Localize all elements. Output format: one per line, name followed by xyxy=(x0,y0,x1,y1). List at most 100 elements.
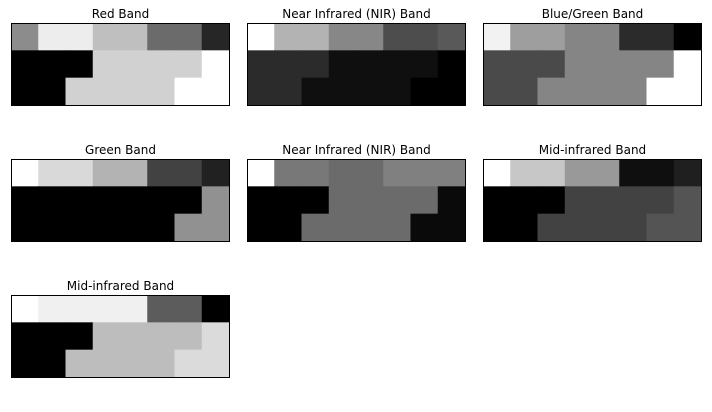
heatmap-cell xyxy=(201,349,230,378)
heatmap-cell xyxy=(147,159,176,187)
heatmap-cell xyxy=(38,349,67,378)
heatmap-cell xyxy=(383,50,412,79)
heatmap-cell xyxy=(673,23,702,51)
heatmap-cell xyxy=(673,213,702,242)
heatmap-cell xyxy=(147,50,176,79)
heatmap-cell xyxy=(483,77,511,106)
panel-title: Blue/Green Band xyxy=(542,7,644,21)
heatmap-cell xyxy=(65,213,94,242)
heatmap-cell xyxy=(201,23,230,51)
heatmap-cell xyxy=(65,349,94,378)
heatmap-cell xyxy=(510,213,539,242)
heatmap-cell xyxy=(11,349,39,378)
heatmap-cell xyxy=(92,295,121,323)
heatmap-cell xyxy=(537,23,566,51)
heatmap-cell xyxy=(483,159,511,187)
heatmap-cell xyxy=(92,159,121,187)
heatmap-cell xyxy=(328,186,357,215)
heatmap-cell xyxy=(92,77,121,106)
heatmap-cell xyxy=(120,349,148,378)
heatmap-cell xyxy=(301,50,330,79)
heatmap-cell xyxy=(92,213,121,242)
heatmap-cell xyxy=(483,23,511,51)
heatmap-cell xyxy=(537,50,566,79)
heatmap-cell xyxy=(592,213,620,242)
heatmap-cell xyxy=(592,186,620,215)
heatmap-cell xyxy=(247,186,275,215)
heatmap-cell xyxy=(174,77,203,106)
heatmap-cell xyxy=(646,77,675,106)
heatmap-cell xyxy=(483,50,511,79)
heatmap-cell xyxy=(383,186,412,215)
heatmap-cell xyxy=(147,23,176,51)
heatmap-cell xyxy=(120,295,148,323)
heatmap-cell xyxy=(510,23,539,51)
heatmap-cell xyxy=(11,322,39,351)
panel-title: Near Infrared (NIR) Band xyxy=(282,7,430,21)
heatmap-cell xyxy=(120,77,148,106)
heatmap-cell xyxy=(174,322,203,351)
heatmap-cells xyxy=(11,159,230,242)
plot-frame xyxy=(247,159,466,242)
heatmap-cell xyxy=(65,322,94,351)
heatmap-cell xyxy=(510,186,539,215)
heatmap-cell xyxy=(120,322,148,351)
heatmap-cells xyxy=(247,23,466,106)
heatmap-cell xyxy=(437,23,466,51)
heatmap-cell xyxy=(201,159,230,187)
heatmap-cell xyxy=(174,295,203,323)
heatmap-cell xyxy=(301,159,330,187)
plot-frame xyxy=(11,159,230,242)
heatmap-cell xyxy=(65,295,94,323)
heatmap-cell xyxy=(120,186,148,215)
heatmap-cell xyxy=(328,159,357,187)
heatmap-cell xyxy=(564,23,593,51)
heatmap-cell xyxy=(592,77,620,106)
heatmap-cell xyxy=(437,213,466,242)
heatmap-cell xyxy=(328,23,357,51)
heatmap-cell xyxy=(174,186,203,215)
heatmap-cell xyxy=(11,77,39,106)
heatmap-cell xyxy=(38,213,67,242)
heatmap-cell xyxy=(383,213,412,242)
heatmap-cell xyxy=(120,23,148,51)
heatmap-cell xyxy=(646,50,675,79)
panel-title: Mid-infrared Band xyxy=(67,279,174,293)
heatmap-cell xyxy=(247,213,275,242)
heatmap-cell xyxy=(38,186,67,215)
heatmap-cells xyxy=(11,295,230,378)
heatmap-cell xyxy=(274,50,303,79)
heatmap-cell xyxy=(11,186,39,215)
heatmap-cell xyxy=(147,213,176,242)
heatmap-cell xyxy=(301,77,330,106)
heatmap-cell xyxy=(437,77,466,106)
heatmap-cell xyxy=(174,213,203,242)
heatmap-cell xyxy=(274,186,303,215)
heatmap-cell xyxy=(147,349,176,378)
heatmap-cell xyxy=(356,213,384,242)
plot-frame xyxy=(11,23,230,106)
heatmap-cell xyxy=(120,159,148,187)
heatmap-cell xyxy=(92,322,121,351)
panel-nir-band-2: Near Infrared (NIR) Band xyxy=(247,143,466,242)
heatmap-cell xyxy=(537,159,566,187)
heatmap-cell xyxy=(356,159,384,187)
heatmap-cell xyxy=(510,159,539,187)
heatmap-cell xyxy=(65,23,94,51)
heatmap-cell xyxy=(65,50,94,79)
heatmap-cell xyxy=(437,186,466,215)
heatmap-cell xyxy=(38,295,67,323)
heatmap-cells xyxy=(483,159,702,242)
panel-mid-infrared-band-2: Mid-infrared Band xyxy=(11,279,230,378)
heatmap-cell xyxy=(92,349,121,378)
heatmap-cell xyxy=(11,50,39,79)
heatmap-cell xyxy=(247,159,275,187)
heatmap-cell xyxy=(619,23,648,51)
heatmap-cell xyxy=(174,159,203,187)
heatmap-cells xyxy=(483,23,702,106)
heatmap-cell xyxy=(328,77,357,106)
heatmap-cell xyxy=(483,213,511,242)
heatmap-cell xyxy=(120,213,148,242)
heatmap-cell xyxy=(356,186,384,215)
panel-title: Green Band xyxy=(85,143,156,157)
